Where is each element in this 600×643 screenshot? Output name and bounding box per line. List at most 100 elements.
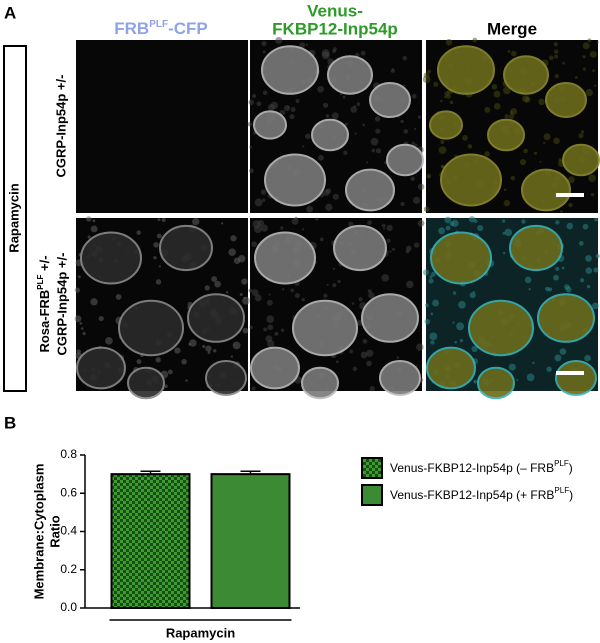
texture	[136, 359, 142, 365]
texture	[427, 69, 432, 74]
cell	[426, 346, 476, 390]
cell	[80, 231, 142, 285]
texture	[185, 379, 188, 382]
texture	[410, 176, 415, 182]
texture	[400, 201, 405, 207]
texture	[301, 228, 305, 231]
texture	[90, 298, 98, 306]
texture	[252, 93, 257, 99]
texture	[319, 237, 324, 242]
cell	[361, 293, 419, 343]
texture	[411, 141, 415, 145]
texture	[366, 349, 374, 357]
texture	[349, 349, 354, 354]
row-part: +/-	[37, 255, 52, 274]
texture	[548, 55, 554, 61]
texture	[366, 161, 369, 164]
texture	[153, 256, 157, 260]
texture	[429, 275, 433, 279]
texture	[417, 219, 425, 227]
texture	[386, 224, 393, 232]
texture	[280, 328, 285, 333]
cell	[159, 224, 213, 272]
texture	[592, 69, 596, 73]
texture	[523, 148, 528, 154]
texture	[295, 99, 300, 103]
texture	[360, 50, 366, 56]
cell	[345, 168, 395, 212]
texture	[266, 299, 273, 306]
texture	[115, 293, 122, 300]
texture	[136, 230, 141, 235]
texture	[468, 215, 476, 223]
micrographs	[74, 36, 600, 400]
texture	[546, 366, 552, 372]
texture	[586, 284, 591, 289]
texture	[254, 294, 262, 302]
cell	[250, 346, 300, 390]
texture	[469, 292, 476, 299]
y-axis-label: Membrane:Cytoplasm	[31, 464, 46, 600]
texture	[268, 293, 271, 296]
header-part: FRB	[114, 19, 149, 38]
texture	[181, 358, 187, 365]
texture	[412, 196, 421, 204]
texture	[582, 55, 586, 59]
texture	[423, 206, 430, 213]
texture	[262, 50, 266, 54]
texture	[323, 189, 330, 196]
cell	[379, 360, 421, 396]
texture	[539, 160, 542, 163]
texture	[588, 174, 596, 182]
texture	[368, 292, 375, 299]
texture	[585, 88, 593, 97]
cell	[261, 45, 319, 95]
texture	[504, 228, 513, 237]
legend-swatch	[361, 484, 383, 506]
texture	[79, 321, 83, 325]
texture	[578, 133, 584, 139]
texture	[325, 203, 333, 211]
texture	[413, 242, 420, 248]
texture	[354, 132, 357, 135]
texture	[560, 210, 563, 213]
texture	[584, 354, 591, 362]
texture	[594, 84, 597, 87]
row-part: Rosa-FRB	[37, 290, 52, 353]
texture	[564, 284, 570, 290]
cell	[327, 55, 373, 95]
texture	[232, 341, 241, 350]
texture	[87, 235, 91, 239]
texture	[164, 384, 168, 389]
texture	[521, 219, 526, 224]
texture	[344, 122, 348, 126]
texture	[289, 114, 295, 120]
texture	[555, 266, 560, 271]
texture	[332, 193, 339, 200]
panel-label: A	[4, 3, 16, 22]
texture	[472, 291, 475, 294]
texture	[383, 227, 386, 230]
texture	[458, 300, 466, 309]
legend-part: PLF	[554, 459, 569, 468]
texture	[452, 291, 457, 295]
texture	[239, 292, 243, 297]
panel-label: B	[4, 413, 16, 432]
texture	[553, 137, 560, 145]
texture	[381, 223, 386, 228]
texture	[266, 315, 275, 323]
texture	[587, 38, 592, 43]
cell	[205, 360, 247, 396]
texture	[86, 216, 92, 222]
texture	[510, 175, 516, 181]
texture	[416, 343, 424, 351]
texture	[502, 231, 506, 235]
texture	[559, 348, 567, 355]
y-tick-label: 0.2	[60, 562, 77, 576]
legend-label: Venus-FKBP12-Inp54p (– FRBPLF)	[390, 459, 573, 475]
side-label: Rapamycin	[6, 183, 21, 252]
texture	[503, 199, 511, 207]
texture	[254, 198, 263, 207]
cell	[76, 346, 126, 390]
cell	[509, 224, 563, 272]
